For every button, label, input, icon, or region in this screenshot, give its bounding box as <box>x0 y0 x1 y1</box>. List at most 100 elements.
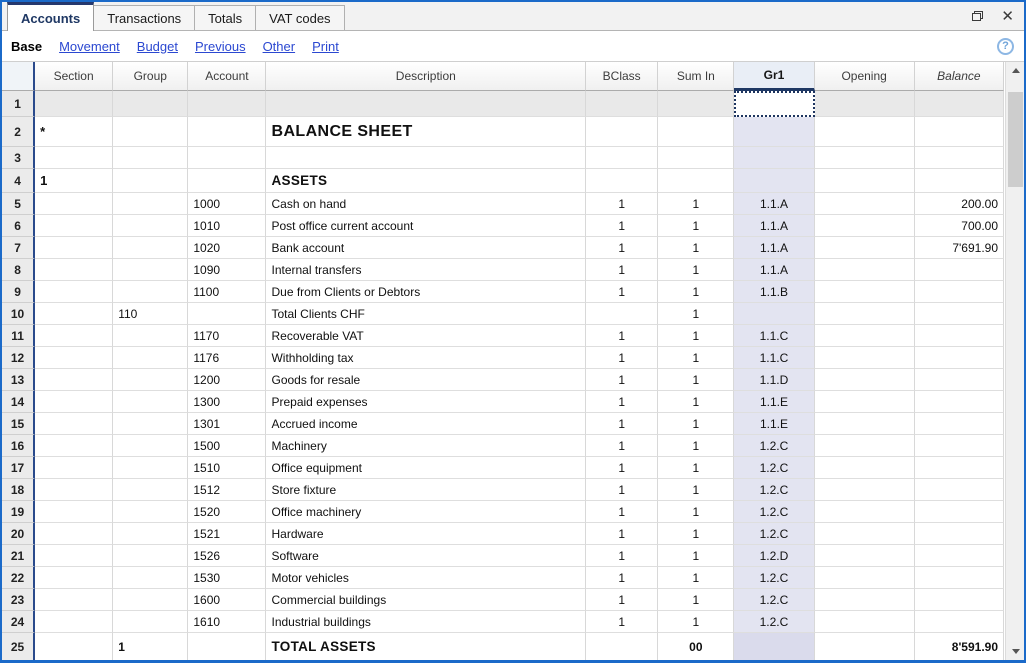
cell-bclass[interactable]: 1 <box>586 347 659 369</box>
cell-gr1[interactable]: 1.2.C <box>734 479 815 501</box>
cell-account[interactable]: 1170 <box>188 325 267 347</box>
cell-gr1[interactable]: 1.1.E <box>734 391 815 413</box>
cell-account[interactable]: 1176 <box>188 347 267 369</box>
row-number[interactable]: 10 <box>2 303 36 325</box>
cell-account[interactable]: 1500 <box>188 435 267 457</box>
cell-section[interactable] <box>35 479 114 501</box>
cell-account[interactable]: 1301 <box>188 413 267 435</box>
view-link-movement[interactable]: Movement <box>59 38 120 54</box>
cell-group[interactable] <box>113 589 189 611</box>
cell-group[interactable] <box>113 325 189 347</box>
cell-bclass[interactable]: 1 <box>586 457 659 479</box>
cell-bclass[interactable]: 1 <box>586 237 659 259</box>
column-header-section[interactable]: Section <box>35 62 114 91</box>
cell-section[interactable] <box>35 413 114 435</box>
cell-description[interactable]: Accrued income <box>266 413 587 435</box>
cell-section[interactable] <box>35 237 114 259</box>
cell-account[interactable]: 1530 <box>188 567 267 589</box>
tab-vat-codes[interactable]: VAT codes <box>255 5 345 30</box>
row-number[interactable]: 24 <box>2 611 36 633</box>
cell-balance[interactable]: 8'591.90 <box>914 633 1004 660</box>
cell-description[interactable]: Goods for resale <box>266 369 587 391</box>
cell-sumin[interactable]: 1 <box>658 215 735 237</box>
view-link-previous[interactable]: Previous <box>194 38 246 54</box>
cell-balance[interactable] <box>914 457 1004 479</box>
cell-gr1[interactable]: 1.1.A <box>734 237 815 259</box>
cell-gr1[interactable]: 1.2.C <box>734 457 815 479</box>
cell-group[interactable] <box>113 347 189 369</box>
row-number[interactable]: 14 <box>2 391 36 413</box>
cell-account[interactable]: 1520 <box>188 501 267 523</box>
cell-group[interactable] <box>113 259 189 281</box>
cell-section[interactable] <box>35 281 114 303</box>
cell-sumin[interactable]: 1 <box>658 369 735 391</box>
cell-opening[interactable] <box>814 611 915 633</box>
cell-gr1[interactable]: 1.2.C <box>734 611 815 633</box>
cell-description[interactable] <box>266 147 587 169</box>
column-header-balance[interactable]: Balance <box>914 62 1004 91</box>
cell-section[interactable] <box>35 391 114 413</box>
cell-group[interactable] <box>113 611 189 633</box>
cell-group[interactable] <box>113 479 189 501</box>
row-number[interactable]: 8 <box>2 259 36 281</box>
cell-opening[interactable] <box>814 147 915 169</box>
cell-group[interactable] <box>113 413 189 435</box>
cell-bclass[interactable]: 1 <box>586 259 659 281</box>
column-header-group[interactable]: Group <box>113 62 189 91</box>
cell-bclass[interactable] <box>586 147 659 169</box>
cell-section[interactable] <box>35 193 114 215</box>
cell-sumin[interactable] <box>658 147 735 169</box>
cell-balance[interactable] <box>914 391 1004 413</box>
cell-account[interactable] <box>188 633 267 660</box>
cell-bclass[interactable]: 1 <box>586 413 659 435</box>
cell-bclass[interactable] <box>586 303 659 325</box>
cell-description[interactable]: Withholding tax <box>266 347 587 369</box>
cell-opening[interactable] <box>814 391 915 413</box>
cell-group[interactable] <box>113 501 189 523</box>
row-number[interactable]: 12 <box>2 347 36 369</box>
cell-bclass[interactable]: 1 <box>586 523 659 545</box>
cell-account[interactable]: 1000 <box>188 193 267 215</box>
cell-bclass[interactable]: 1 <box>586 501 659 523</box>
row-number[interactable]: 23 <box>2 589 36 611</box>
cell-balance[interactable] <box>914 545 1004 567</box>
cell-opening[interactable] <box>814 479 915 501</box>
cell-sumin[interactable]: 1 <box>658 567 735 589</box>
cell-description[interactable]: Industrial buildings <box>266 611 587 633</box>
cell-account[interactable]: 1010 <box>188 215 267 237</box>
cell-bclass[interactable]: 1 <box>586 435 659 457</box>
cell-description[interactable]: ASSETS <box>266 169 587 193</box>
close-icon[interactable]: ✕ <box>1001 7 1014 25</box>
cell-description[interactable]: Software <box>266 545 587 567</box>
cell-description[interactable]: BALANCE SHEET <box>266 117 587 147</box>
cell-section[interactable] <box>35 523 114 545</box>
row-number[interactable]: 3 <box>2 147 36 169</box>
row-number[interactable]: 15 <box>2 413 36 435</box>
cell-gr1[interactable]: 1.2.C <box>734 567 815 589</box>
cell-account[interactable] <box>188 147 267 169</box>
cell-gr1[interactable]: 1.1.A <box>734 215 815 237</box>
cell-account[interactable] <box>188 169 267 193</box>
cell-description[interactable]: Office equipment <box>266 457 587 479</box>
cell-account[interactable] <box>188 117 267 147</box>
cell-balance[interactable] <box>914 347 1004 369</box>
cell-group[interactable] <box>113 369 189 391</box>
cell-group[interactable] <box>113 545 189 567</box>
cell-opening[interactable] <box>814 567 915 589</box>
cell-bclass[interactable]: 1 <box>586 369 659 391</box>
row-number[interactable]: 5 <box>2 193 36 215</box>
cell-opening[interactable] <box>814 347 915 369</box>
cell-description[interactable]: Internal transfers <box>266 259 587 281</box>
column-header-sumin[interactable]: Sum In <box>658 62 735 91</box>
cell-group[interactable] <box>113 193 189 215</box>
vertical-scrollbar[interactable] <box>1005 62 1024 660</box>
cell-group[interactable]: 110 <box>113 303 189 325</box>
cell-group[interactable] <box>113 435 189 457</box>
cell-description[interactable]: Motor vehicles <box>266 567 587 589</box>
tab-accounts[interactable]: Accounts <box>7 2 95 31</box>
cell-sumin[interactable]: 1 <box>658 523 735 545</box>
corner-header[interactable] <box>2 62 36 91</box>
cell-section[interactable] <box>35 611 114 633</box>
row-number[interactable]: 2 <box>2 117 36 147</box>
cell-bclass[interactable] <box>586 117 659 147</box>
